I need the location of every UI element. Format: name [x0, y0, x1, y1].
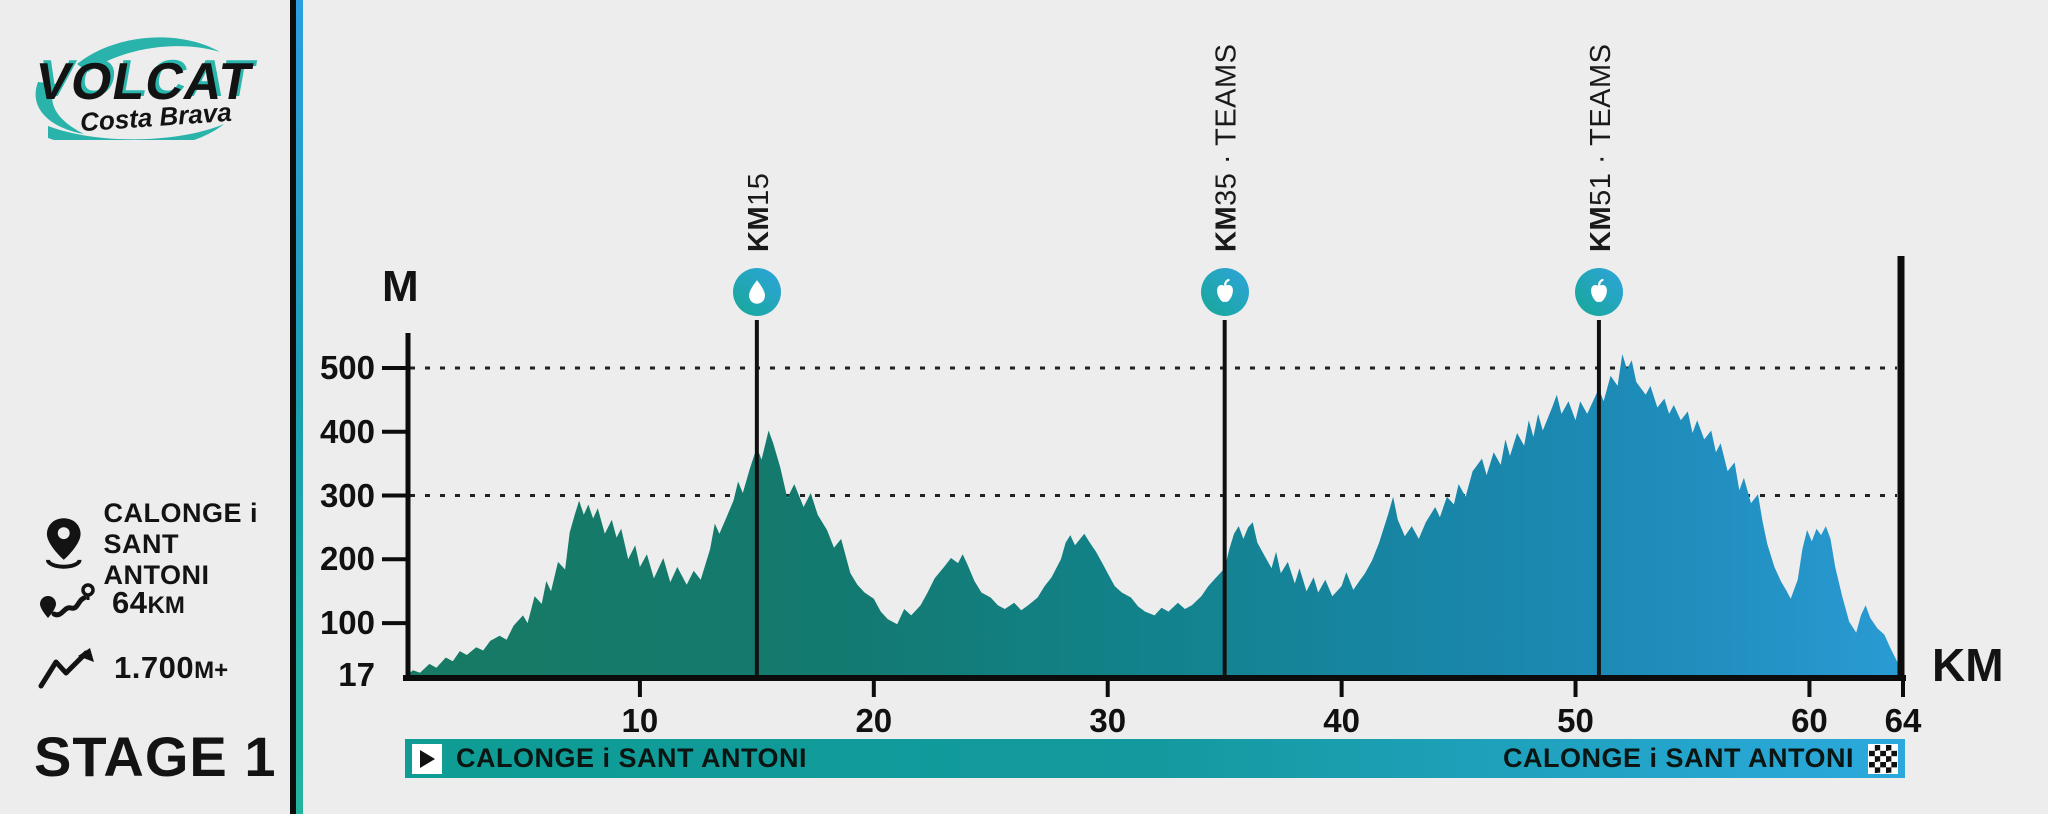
location-line1: CALONGE i	[103, 498, 258, 528]
distance-unit: KM	[147, 592, 185, 619]
elevation-value-wrap: 1.700M+	[114, 650, 228, 686]
x-tick-label-50: 50	[1557, 702, 1594, 739]
apple-icon	[1216, 278, 1233, 302]
brand-logo: VOLCAT Costa Brava	[22, 30, 257, 140]
y-axis-unit-label: M	[382, 262, 419, 311]
x-tick-label-60: 60	[1791, 702, 1828, 739]
distance-info: 64KM	[38, 582, 185, 624]
route-bar: CALONGE i SANT ANTONI CALONGE i SANT ANT…	[405, 739, 1905, 778]
finish-flag-icon	[1868, 743, 1898, 774]
y-tick-label-300: 300	[319, 476, 375, 514]
distance-value: 64	[112, 585, 148, 620]
location-info: CALONGE i SANT ANTONI	[40, 498, 290, 591]
y-tick-label-500: 500	[319, 349, 375, 386]
marker-label-km35: KM35 · TEAMS	[1211, 43, 1243, 252]
climb-icon	[38, 648, 94, 689]
divider-line	[290, 0, 296, 814]
apple-icon	[1590, 278, 1607, 302]
water-drop-icon	[748, 280, 765, 304]
route-start-label: CALONGE i SANT ANTONI	[456, 743, 808, 773]
x-tick-label-40: 40	[1323, 702, 1360, 739]
route-finish: CALONGE i SANT ANTONI	[1503, 743, 1898, 774]
location-line2: SANT ANTONI	[103, 529, 210, 590]
marker-circle-km15	[732, 268, 781, 316]
elevation-info: 1.700M+	[38, 646, 228, 690]
x-tick-label-30: 30	[1089, 702, 1127, 739]
location-pin-icon	[45, 517, 82, 569]
sidebar: VOLCAT Costa Brava CALONGE i SANT ANTONI	[0, 0, 290, 814]
divider-accent-line	[296, 0, 303, 814]
elevation-area	[406, 354, 1903, 676]
y-tick-label-100: 100	[319, 604, 375, 642]
marker-label-km51: KM51 · TEAMS	[1585, 43, 1617, 252]
logo-swoosh-icon	[35, 37, 224, 140]
elevation-value: 1.700	[114, 650, 195, 685]
marker-circle-km51	[1574, 268, 1623, 316]
location-name: CALONGE i SANT ANTONI	[103, 498, 290, 591]
y-tick-label-200: 200	[319, 540, 375, 578]
stage-title: STAGE 1	[34, 725, 277, 788]
route-start: CALONGE i SANT ANTONI	[412, 743, 807, 774]
x-tick-label-10: 10	[621, 702, 659, 739]
distance-value-wrap: 64KM	[112, 585, 185, 621]
marker-label-km15: KM15	[743, 173, 775, 252]
marker-circle-km35	[1200, 268, 1249, 316]
start-play-icon	[412, 743, 442, 774]
route-finish-label: CALONGE i SANT ANTONI	[1502, 743, 1854, 773]
x-tick-label-20: 20	[855, 702, 893, 739]
route-icon	[40, 583, 95, 618]
x-axis-unit-label: KM	[1932, 639, 2004, 691]
y-tick-label-400: 400	[319, 412, 375, 450]
x-tick-label-64: 64	[1884, 702, 1922, 739]
y-base-label: 17	[338, 656, 375, 693]
elevation-unit: M+	[194, 657, 229, 684]
